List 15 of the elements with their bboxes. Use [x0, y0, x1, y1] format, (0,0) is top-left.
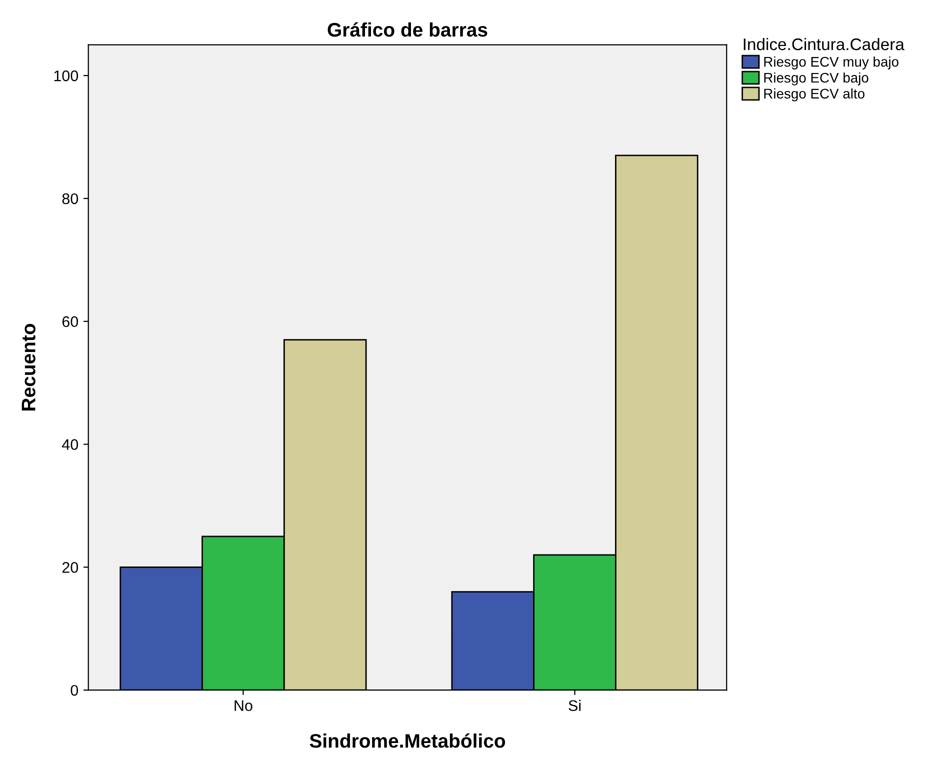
legend-label: Riesgo ECV muy bajo [764, 56, 898, 70]
x-tick-label: Si [568, 700, 581, 712]
y-tick-label: 80 [62, 193, 78, 204]
legend-label: Riesgo ECV alto [764, 88, 864, 102]
y-tick-label: 100 [54, 70, 78, 82]
x-axis-title: Sindrome.Metabólico [310, 733, 506, 748]
x-tick-label: No [234, 700, 252, 712]
y-axis-title: Recuento [22, 324, 36, 410]
y-tick-label: 60 [62, 316, 78, 328]
y-tick-label: 0 [70, 684, 78, 696]
legend-label: Riesgo ECV bajo [764, 72, 868, 86]
y-tick-label: 40 [62, 439, 78, 450]
chart-title: Gráfico de barras [328, 22, 488, 37]
y-tick-label: 20 [62, 562, 78, 573]
legend-title: Indice.Cintura.Cadera [744, 38, 904, 50]
